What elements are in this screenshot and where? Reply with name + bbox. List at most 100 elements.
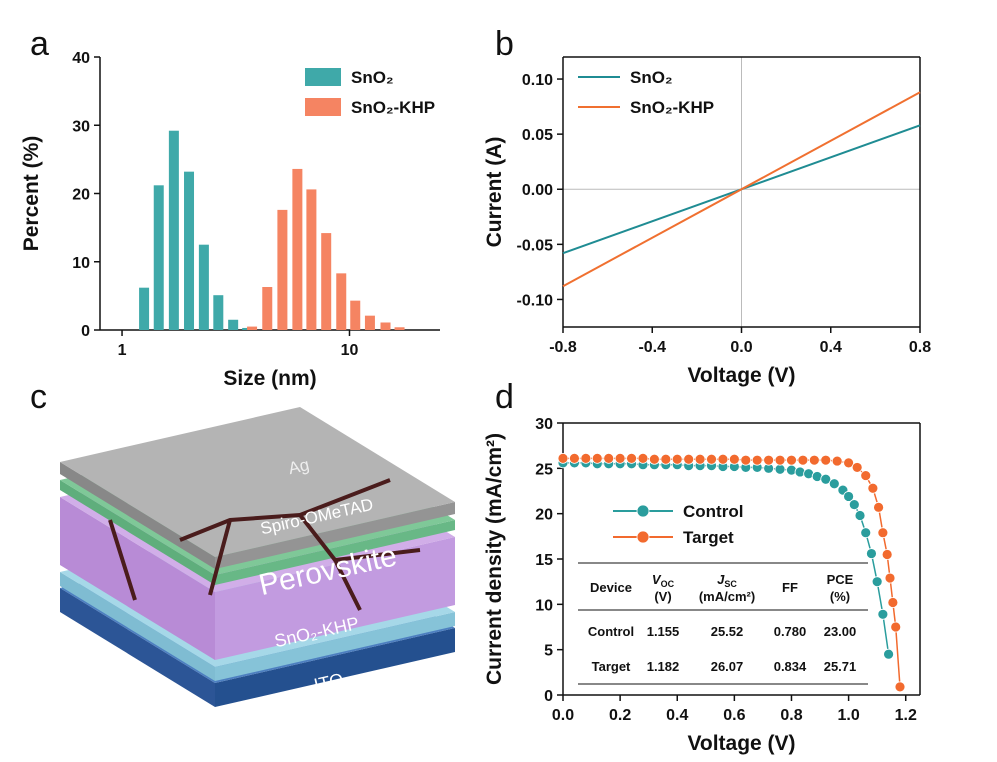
x-tick-label: 0.4: [666, 707, 688, 724]
x-tick-label: 0.8: [780, 707, 802, 724]
layer-side: [215, 612, 455, 681]
legend-label: SnO₂-KHP: [351, 98, 435, 117]
table-header-unit: (%): [830, 589, 850, 604]
panel-label: d: [495, 378, 514, 416]
table-header: VOC: [652, 572, 675, 589]
layer-side: [215, 537, 455, 660]
x-tick-label: -0.8: [549, 339, 577, 356]
y-tick-label: 10: [72, 255, 90, 272]
layer-top: [60, 407, 455, 557]
header-symbol: J: [717, 572, 725, 587]
table-cell: Target: [592, 659, 631, 674]
y-tick-label: 0: [81, 323, 90, 340]
layer-side: [60, 480, 215, 585]
marker: [637, 452, 649, 464]
table-header-unit: (mA/cm²): [699, 589, 755, 604]
y-tick-label: 0: [544, 688, 553, 705]
legend-label: Control: [683, 502, 743, 521]
bar: [139, 287, 150, 330]
bar: [184, 171, 195, 330]
header-symbol: PCE: [827, 572, 854, 587]
crack: [299, 478, 391, 517]
marker: [728, 453, 740, 465]
marker: [884, 572, 896, 584]
bar: [350, 300, 361, 330]
y-tick-label: 40: [72, 50, 90, 67]
crack: [208, 519, 232, 596]
marker: [894, 681, 906, 693]
marker: [866, 548, 877, 559]
x-tick-label: 10: [341, 342, 359, 359]
marker: [763, 454, 775, 466]
marker: [751, 454, 763, 466]
bar: [213, 295, 224, 330]
legend-marker: [636, 504, 650, 518]
bar: [380, 322, 391, 330]
header-subscript: SC: [724, 579, 737, 589]
y-axis-label: Current (A): [483, 137, 506, 248]
legend-swatch: [305, 68, 341, 86]
table-cell: 0.780: [774, 624, 807, 639]
header-subscript: OC: [661, 579, 675, 589]
marker: [774, 454, 786, 466]
legend-marker: [636, 530, 650, 544]
x-tick-label: 0.8: [909, 339, 931, 356]
marker: [890, 621, 902, 633]
x-tick-label: 0.6: [723, 707, 745, 724]
table-header: JSC: [717, 572, 737, 589]
crack: [334, 548, 421, 562]
marker: [603, 452, 615, 464]
bar: [394, 327, 405, 330]
marker: [860, 470, 872, 481]
marker: [717, 453, 729, 465]
marker: [873, 501, 884, 513]
x-tick-label: -0.4: [638, 339, 666, 356]
marker: [683, 453, 695, 465]
y-tick-label: 30: [535, 416, 553, 433]
x-tick-label: 0.0: [730, 339, 752, 356]
table-cell: 0.834: [774, 659, 807, 674]
marker: [626, 452, 637, 464]
legend-swatch: [305, 98, 341, 116]
y-tick-label: -0.05: [517, 237, 554, 254]
bar: [228, 319, 239, 330]
marker: [614, 452, 626, 464]
x-axis-label: Voltage (V): [687, 732, 795, 755]
bar: [277, 209, 288, 330]
marker: [797, 454, 809, 466]
x-tick-label: 0.0: [552, 707, 574, 724]
x-tick-label: 1: [118, 342, 127, 359]
marker: [887, 597, 899, 608]
layer-side: [60, 497, 215, 660]
marker: [786, 454, 797, 466]
layer-label: Ag: [287, 455, 311, 478]
table-cell: 25.71: [824, 659, 857, 674]
marker: [671, 453, 683, 465]
marker: [808, 454, 820, 466]
marker: [660, 453, 672, 465]
bar: [306, 189, 317, 330]
y-tick-label: 30: [72, 118, 90, 135]
legend-label: Target: [683, 528, 734, 547]
legend-label: SnO₂: [630, 68, 673, 87]
bar: [168, 130, 179, 330]
marker: [774, 463, 786, 475]
marker: [694, 453, 706, 465]
marker: [831, 455, 843, 467]
y-tick-label: 0.10: [522, 72, 553, 89]
bar: [364, 315, 375, 330]
y-tick-label: 20: [535, 507, 553, 524]
marker: [557, 452, 569, 464]
marker: [860, 527, 872, 539]
bar: [262, 287, 273, 330]
y-tick-label: 10: [535, 597, 553, 614]
marker: [877, 527, 889, 539]
marker: [820, 454, 832, 466]
y-axis-label: Percent (%): [20, 136, 43, 252]
marker: [871, 576, 883, 588]
y-tick-label: 20: [72, 187, 90, 204]
bar: [247, 326, 258, 330]
marker: [843, 491, 854, 502]
y-tick-label: 0.00: [522, 182, 553, 199]
